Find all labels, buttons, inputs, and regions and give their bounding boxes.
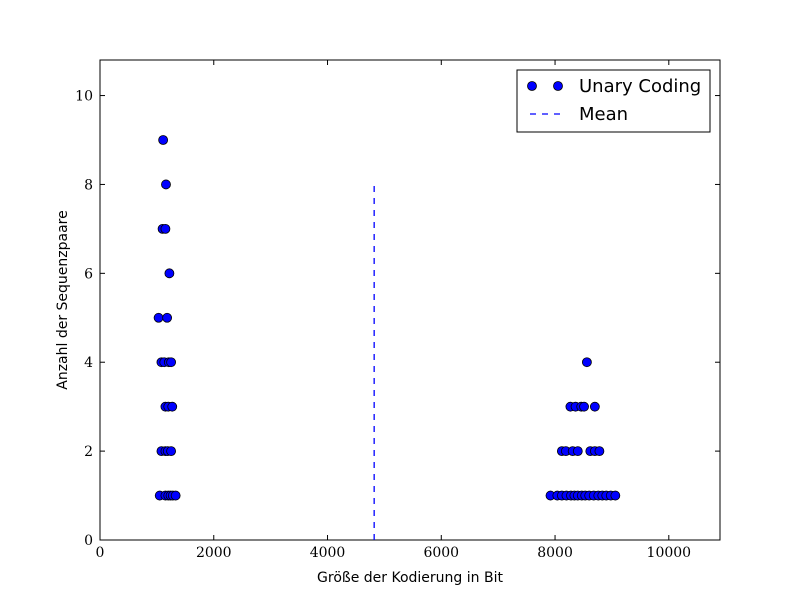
y-tick-label: 8 xyxy=(84,177,93,193)
y-tick-label: 0 xyxy=(84,533,93,549)
legend: Unary Coding Mean xyxy=(516,69,711,133)
data-point xyxy=(579,401,589,412)
y-axis-label: Anzahl der Sequenzpaare xyxy=(55,210,71,390)
data-point xyxy=(166,357,177,368)
legend-marker-icon xyxy=(553,81,563,91)
x-axis-label: Größe der Kodierung in Bit xyxy=(317,570,503,586)
x-tick-label: 4000 xyxy=(310,545,346,561)
legend-label-mean: Mean xyxy=(579,104,628,125)
data-points-layer xyxy=(153,135,621,501)
data-point xyxy=(166,446,177,457)
data-point xyxy=(572,446,583,457)
data-point xyxy=(589,401,600,412)
data-point xyxy=(594,446,605,457)
axis-ticks: 0 2000 4000 6000 8000 10000 0 2 4 6 8 10 xyxy=(75,60,720,561)
data-point xyxy=(161,179,171,190)
data-point xyxy=(167,401,178,412)
legend-box xyxy=(516,69,711,133)
y-tick-label: 6 xyxy=(84,266,93,282)
data-point xyxy=(160,223,171,234)
data-point xyxy=(162,312,173,323)
plot-frame xyxy=(99,59,721,541)
legend-label-unary-coding: Unary Coding xyxy=(579,76,701,97)
x-tick-label: 2000 xyxy=(196,545,232,561)
data-point xyxy=(170,490,181,501)
legend-marker-icon xyxy=(527,81,537,91)
x-tick-label: 8000 xyxy=(537,545,573,561)
x-tick-label: 10000 xyxy=(647,545,692,561)
data-point xyxy=(164,268,175,279)
y-tick-label: 2 xyxy=(84,444,93,460)
x-tick-label: 0 xyxy=(96,545,105,561)
y-tick-label: 4 xyxy=(84,355,93,371)
data-point xyxy=(158,135,169,145)
data-point xyxy=(610,490,621,501)
x-tick-label: 6000 xyxy=(423,545,459,561)
data-point xyxy=(581,357,592,368)
data-point xyxy=(153,312,164,323)
y-tick-label: 10 xyxy=(75,89,93,105)
